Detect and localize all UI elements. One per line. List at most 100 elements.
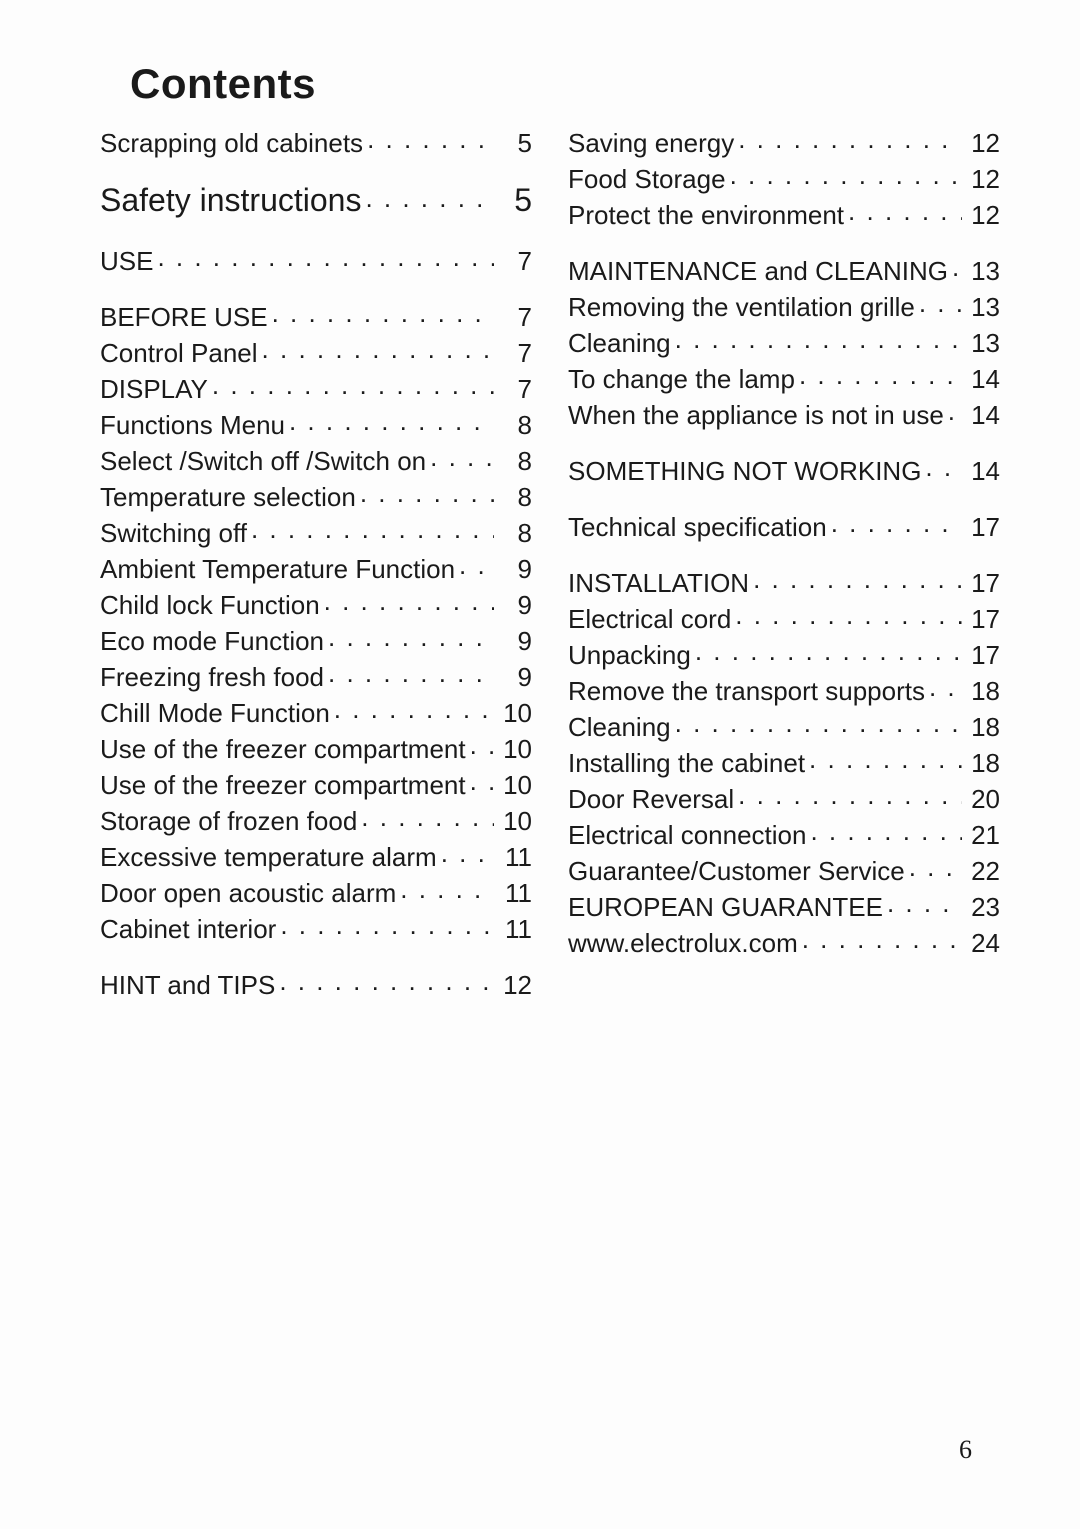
page: Contents Scrapping old cabinets5Safety i… <box>0 0 1080 1529</box>
toc-label: Removing the ventilation grille <box>568 294 915 320</box>
toc-row: Electrical cord17 <box>568 602 1000 632</box>
toc-row: MAINTENANCE and CLEANING13 <box>568 254 1000 284</box>
toc-label: Use of the freezer compartment <box>100 736 466 762</box>
toc-leader-dots <box>459 552 494 578</box>
toc-page: 17 <box>966 570 1000 596</box>
toc-leader-dots <box>738 126 962 152</box>
toc-page: 12 <box>966 166 1000 192</box>
toc-leader-dots <box>367 126 494 152</box>
toc-page: 12 <box>966 130 1000 156</box>
toc-row: Control Panel7 <box>100 336 532 366</box>
toc-page: 18 <box>966 678 1000 704</box>
toc-leader-dots <box>925 454 962 480</box>
toc-row: SOMETHING NOT WORKING14 <box>568 454 1000 484</box>
toc-row: Installing the cabinet18 <box>568 746 1000 776</box>
toc-label: Electrical connection <box>568 822 806 848</box>
toc-label: Freezing fresh food <box>100 664 324 690</box>
toc-column-right: Saving energy12Food Storage12Protect the… <box>568 126 1000 1004</box>
toc-row: Switching off 8 <box>100 516 532 546</box>
toc-page: 5 <box>498 184 532 216</box>
toc-row: Storage of frozen food10 <box>100 804 532 834</box>
toc-page: 11 <box>498 880 532 906</box>
toc-row: Protect the environment 12 <box>568 198 1000 228</box>
toc-row: Use of the freezer compartment 10 <box>100 732 532 762</box>
toc-label: When the appliance is not in use <box>568 402 944 428</box>
toc-label: Switching off <box>100 520 247 546</box>
toc-page: 21 <box>966 822 1000 848</box>
toc-row: USE 7 <box>100 244 532 274</box>
toc-label: Child lock Function <box>100 592 320 618</box>
toc-row: HINT and TIPS12 <box>100 968 532 998</box>
toc-row: Door open acoustic alarm 11 <box>100 876 532 906</box>
toc-label: Guarantee/Customer Service <box>568 858 905 884</box>
toc-label: Door open acoustic alarm <box>100 880 396 906</box>
toc-page: 10 <box>498 700 532 726</box>
toc-row: DISPLAY7 <box>100 372 532 402</box>
toc-page: 17 <box>966 606 1000 632</box>
toc-page: 10 <box>498 736 532 762</box>
toc-leader-dots <box>675 326 962 352</box>
toc-page: 11 <box>498 844 532 870</box>
toc-leader-dots <box>279 968 494 994</box>
toc-leader-dots <box>470 768 494 794</box>
toc-label: Control Panel <box>100 340 258 366</box>
toc-label: Protect the environment <box>568 202 844 228</box>
toc-leader-dots <box>738 782 962 808</box>
toc-label: www.electrolux.com <box>568 930 798 956</box>
toc-column-left: Scrapping old cabinets5Safety instructio… <box>100 126 532 1004</box>
toc-row: Technical specification17 <box>568 510 1000 540</box>
toc-page: 22 <box>966 858 1000 884</box>
toc-label: DISPLAY <box>100 376 208 402</box>
toc-label: Excessive temperature alarm <box>100 844 437 870</box>
toc-row: Cleaning13 <box>568 326 1000 356</box>
toc-row: Guarantee/Customer Service 22 <box>568 854 1000 884</box>
toc-leader-dots <box>328 660 494 686</box>
toc-page: 18 <box>966 750 1000 776</box>
toc-leader-dots <box>365 185 494 211</box>
toc-leader-dots <box>360 480 494 506</box>
toc-leader-dots <box>289 408 494 434</box>
toc-leader-dots <box>695 638 962 664</box>
toc-page: 20 <box>966 786 1000 812</box>
toc-leader-dots <box>919 290 962 316</box>
toc-row: www.electrolux.com24 <box>568 926 1000 956</box>
toc-page: 8 <box>498 520 532 546</box>
toc-label: EUROPEAN GUARANTEE <box>568 894 883 920</box>
toc-page: 12 <box>966 202 1000 228</box>
toc-leader-dots <box>799 362 962 388</box>
toc-leader-dots <box>802 926 962 952</box>
toc-row: BEFORE USE7 <box>100 300 532 330</box>
toc-label: Chill Mode Function <box>100 700 330 726</box>
toc-leader-dots <box>272 300 494 326</box>
toc-label: Functions Menu <box>100 412 285 438</box>
toc-page: 7 <box>498 248 532 274</box>
toc-page: 9 <box>498 664 532 690</box>
toc-leader-dots <box>441 840 494 866</box>
toc-row: Ambient Temperature Function9 <box>100 552 532 582</box>
toc-row: Functions Menu8 <box>100 408 532 438</box>
toc-label: Food Storage <box>568 166 726 192</box>
toc-leader-dots <box>810 818 962 844</box>
toc-leader-dots <box>929 674 962 700</box>
toc-leader-dots <box>262 336 494 362</box>
toc-page: 14 <box>966 366 1000 392</box>
toc-page: 13 <box>966 258 1000 284</box>
toc-page: 9 <box>498 592 532 618</box>
toc-label: To change the lamp <box>568 366 795 392</box>
toc-row: Select /Switch off /Switch on8 <box>100 444 532 474</box>
toc-row: INSTALLATION17 <box>568 566 1000 596</box>
toc-label: Ambient Temperature Function <box>100 556 455 582</box>
toc-label: Unpacking <box>568 642 691 668</box>
toc-columns: Scrapping old cabinets5Safety instructio… <box>100 126 1000 1004</box>
toc-row: Use of the freezer compartment10 <box>100 768 532 798</box>
toc-leader-dots <box>334 696 494 722</box>
toc-label: Safety instructions <box>100 184 361 216</box>
toc-row: Door Reversal20 <box>568 782 1000 812</box>
toc-label: HINT and TIPS <box>100 972 275 998</box>
page-number: 6 <box>959 1435 972 1465</box>
toc-leader-dots <box>280 912 494 938</box>
toc-page: 17 <box>966 514 1000 540</box>
toc-label: USE <box>100 248 153 274</box>
toc-page: 11 <box>498 916 532 942</box>
toc-row: Chill Mode Function 10 <box>100 696 532 726</box>
